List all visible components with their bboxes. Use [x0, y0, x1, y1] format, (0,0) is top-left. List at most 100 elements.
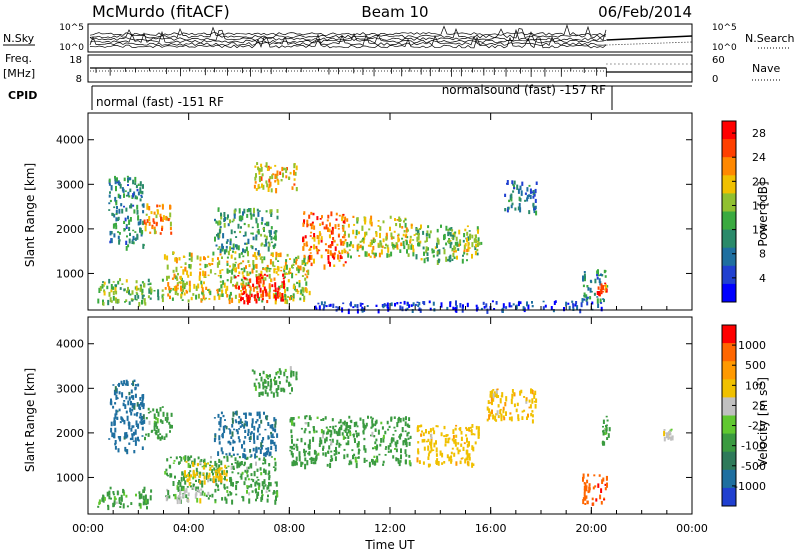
echo-cell [171, 424, 173, 429]
echo-cell [218, 476, 221, 481]
echo-cell [216, 288, 219, 294]
x-axis-ticks: 00:00 04:00 08:00 12:00 16:00 20:00 00:00 [72, 113, 708, 535]
echo-cell [601, 479, 604, 484]
echo-cell [214, 273, 217, 275]
echo-cell [464, 228, 467, 232]
echo-cell [251, 423, 254, 428]
echo-cell [386, 304, 389, 309]
echo-cell [207, 462, 209, 465]
echo-cell [188, 258, 191, 261]
echo-cell [151, 224, 154, 227]
echo-cell [258, 284, 261, 288]
echo-cell [359, 417, 362, 421]
echo-cell [274, 380, 277, 386]
colorbar-tick-label: -25 [748, 420, 766, 433]
echo-cell [129, 407, 132, 413]
echo-cell [271, 433, 274, 439]
echo-cell [328, 445, 331, 450]
echo-cell [395, 223, 398, 227]
echo-cell [305, 281, 308, 286]
echo-cell [225, 478, 228, 482]
echo-cell [335, 306, 338, 308]
echo-cell [267, 246, 270, 252]
echo-cell [244, 288, 247, 294]
echo-cell [406, 423, 409, 428]
echo-cell [107, 504, 109, 507]
echo-cell [222, 414, 225, 418]
echo-cell [345, 426, 348, 429]
echo-cell [236, 463, 239, 469]
colorbar-tick-label: 25 [752, 399, 766, 412]
echo-cell [376, 458, 379, 463]
echo-cell [175, 285, 178, 291]
echo-cell [444, 443, 447, 447]
echo-cell [182, 488, 185, 491]
echo-cell [324, 243, 327, 246]
echo-cell [368, 253, 370, 257]
echo-cell [270, 226, 273, 230]
echo-cell [125, 494, 128, 498]
echo-cell [243, 448, 246, 452]
echo-cell [244, 469, 247, 473]
echo-cell [485, 303, 488, 308]
echo-cell [247, 433, 250, 436]
echo-cell [257, 230, 260, 235]
echo-cell [482, 301, 485, 305]
echo-cell [602, 430, 605, 436]
echo-cell [354, 439, 356, 443]
echo-cell [145, 503, 148, 506]
echo-cell [417, 425, 419, 430]
echo-cell [374, 441, 377, 445]
echo-cell [258, 482, 261, 488]
echo-cell [209, 467, 212, 471]
echo-cell [285, 175, 288, 179]
echo-cell [440, 224, 442, 228]
echo-cell [205, 472, 208, 478]
echo-cell [347, 435, 350, 439]
echo-cell [182, 495, 184, 498]
echo-cell [246, 278, 249, 281]
echo-cell [253, 252, 256, 258]
echo-cell [420, 433, 423, 437]
echo-cell [343, 241, 346, 245]
echo-cell [240, 461, 243, 466]
echo-cell [141, 231, 144, 235]
echo-cell [291, 417, 294, 421]
echo-cell [325, 224, 328, 230]
echo-cell [213, 467, 216, 471]
echo-cell [450, 458, 453, 462]
echo-cell [580, 302, 583, 308]
echo-cell [126, 505, 129, 508]
echo-cell [277, 266, 280, 272]
echo-cell [300, 437, 303, 443]
echo-cell [291, 461, 294, 467]
echo-cell [277, 179, 280, 185]
echo-cell [364, 448, 367, 453]
echo-cell [459, 243, 462, 246]
echo-cell [97, 298, 100, 304]
echo-cell [534, 198, 537, 203]
echo-cell [141, 396, 144, 401]
echo-cell [149, 286, 152, 291]
echo-cell [302, 287, 305, 293]
echo-cell [333, 252, 336, 255]
echo-cell [416, 426, 419, 433]
echo-cell [348, 460, 351, 464]
echo-cell [321, 215, 323, 219]
echo-cell [258, 276, 261, 280]
echo-cell [442, 247, 445, 250]
echo-cell [249, 290, 252, 296]
echo-cell [508, 416, 511, 421]
echo-cell [306, 223, 309, 228]
echo-cell [588, 489, 591, 493]
echo-cell [258, 273, 261, 278]
echo-cell [476, 240, 479, 243]
colorbar-tick-label: 12 [752, 224, 766, 237]
echo-cell [503, 417, 506, 421]
echo-cell [261, 489, 263, 494]
echo-cell [193, 461, 196, 466]
echo-cell [198, 474, 201, 478]
echo-cell [261, 217, 264, 222]
echo-cell [308, 439, 311, 445]
echo-cell [459, 460, 462, 465]
